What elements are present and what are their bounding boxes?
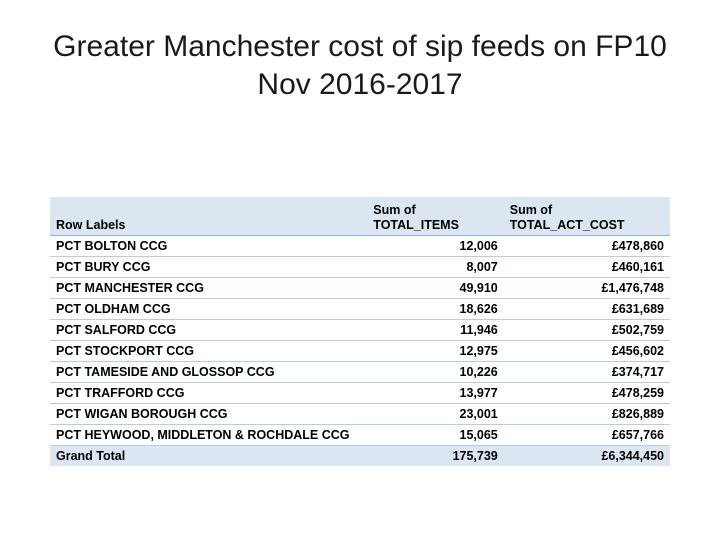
row-label: PCT BURY CCG — [50, 256, 368, 278]
pivot-table: Row Labels Sum of TOTAL_ITEMS Sum of TOT… — [50, 197, 670, 466]
row-cost: £502,759 — [503, 319, 670, 341]
row-cost: £456,602 — [503, 340, 670, 362]
table-row: PCT BURY CCG 8,007 £460,161 — [50, 256, 670, 278]
row-label: PCT SALFORD CCG — [50, 319, 368, 341]
row-items: 10,226 — [367, 361, 504, 383]
table-row: PCT BOLTON CCG 12,006 £478,860 — [50, 235, 670, 257]
table-row: PCT STOCKPORT CCG 12,975 £456,602 — [50, 340, 670, 362]
header-total-cost-line-1: Sum of — [509, 203, 553, 217]
row-cost: £460,161 — [503, 256, 670, 278]
row-cost: £374,717 — [503, 361, 670, 383]
grand-total-items: 175,739 — [367, 445, 504, 466]
row-items: 49,910 — [367, 277, 504, 299]
slide-title: Greater Manchester cost of sip feeds on … — [0, 28, 720, 104]
grand-total-row: Grand Total 175,739 £6,344,450 — [50, 445, 670, 466]
grand-total-label: Grand Total — [50, 445, 368, 466]
row-cost: £478,259 — [503, 382, 670, 404]
table-row: PCT TRAFFORD CCG 13,977 £478,259 — [50, 382, 670, 404]
table-row: PCT OLDHAM CCG 18,626 £631,689 — [50, 298, 670, 320]
header-total-cost: Sum of TOTAL_ACT_COST — [503, 197, 670, 236]
row-items: 8,007 — [367, 256, 504, 278]
row-items: 12,006 — [367, 235, 504, 257]
row-label: PCT HEYWOOD, MIDDLETON & ROCHDALE CCG — [50, 424, 368, 446]
row-items: 23,001 — [367, 403, 504, 425]
row-cost: £826,889 — [503, 403, 670, 425]
header-row-labels-text: Row Labels — [56, 218, 126, 232]
row-label: PCT BOLTON CCG — [50, 235, 368, 257]
row-items: 13,977 — [367, 382, 504, 404]
header-row: Row Labels Sum of TOTAL_ITEMS Sum of TOT… — [50, 197, 670, 236]
table-row: PCT WIGAN BOROUGH CCG 23,001 £826,889 — [50, 403, 670, 425]
header-total-cost-line-2: TOTAL_ACT_COST — [509, 218, 625, 232]
row-cost: £631,689 — [503, 298, 670, 320]
slide-title-line-2: Nov 2016-2017 — [257, 68, 463, 101]
row-cost: £657,766 — [503, 424, 670, 446]
header-total-items-line-1: Sum of — [373, 203, 416, 217]
slide-title-line-1: Greater Manchester cost of sip feeds on … — [53, 30, 667, 63]
row-label: PCT STOCKPORT CCG — [50, 340, 368, 362]
row-label: PCT TAMESIDE AND GLOSSOP CCG — [50, 361, 368, 383]
row-cost: £1,476,748 — [503, 277, 670, 299]
row-items: 12,975 — [367, 340, 504, 362]
table-row: PCT SALFORD CCG 11,946 £502,759 — [50, 319, 670, 341]
row-cost: £478,860 — [503, 235, 670, 257]
row-label: PCT WIGAN BOROUGH CCG — [50, 403, 368, 425]
row-items: 11,946 — [367, 319, 504, 341]
table-row: PCT HEYWOOD, MIDDLETON & ROCHDALE CCG 15… — [50, 424, 670, 446]
table-row: PCT MANCHESTER CCG 49,910 £1,476,748 — [50, 277, 670, 299]
table-row: PCT TAMESIDE AND GLOSSOP CCG 10,226 £374… — [50, 361, 670, 383]
row-items: 18,626 — [367, 298, 504, 320]
row-label: PCT OLDHAM CCG — [50, 298, 368, 320]
grand-total-cost: £6,344,450 — [503, 445, 670, 466]
header-row-labels: Row Labels — [50, 197, 368, 236]
row-label: PCT MANCHESTER CCG — [50, 277, 368, 299]
row-items: 15,065 — [367, 424, 504, 446]
header-total-items-line-2: TOTAL_ITEMS — [373, 218, 459, 232]
header-total-items: Sum of TOTAL_ITEMS — [367, 197, 504, 236]
row-label: PCT TRAFFORD CCG — [50, 382, 368, 404]
